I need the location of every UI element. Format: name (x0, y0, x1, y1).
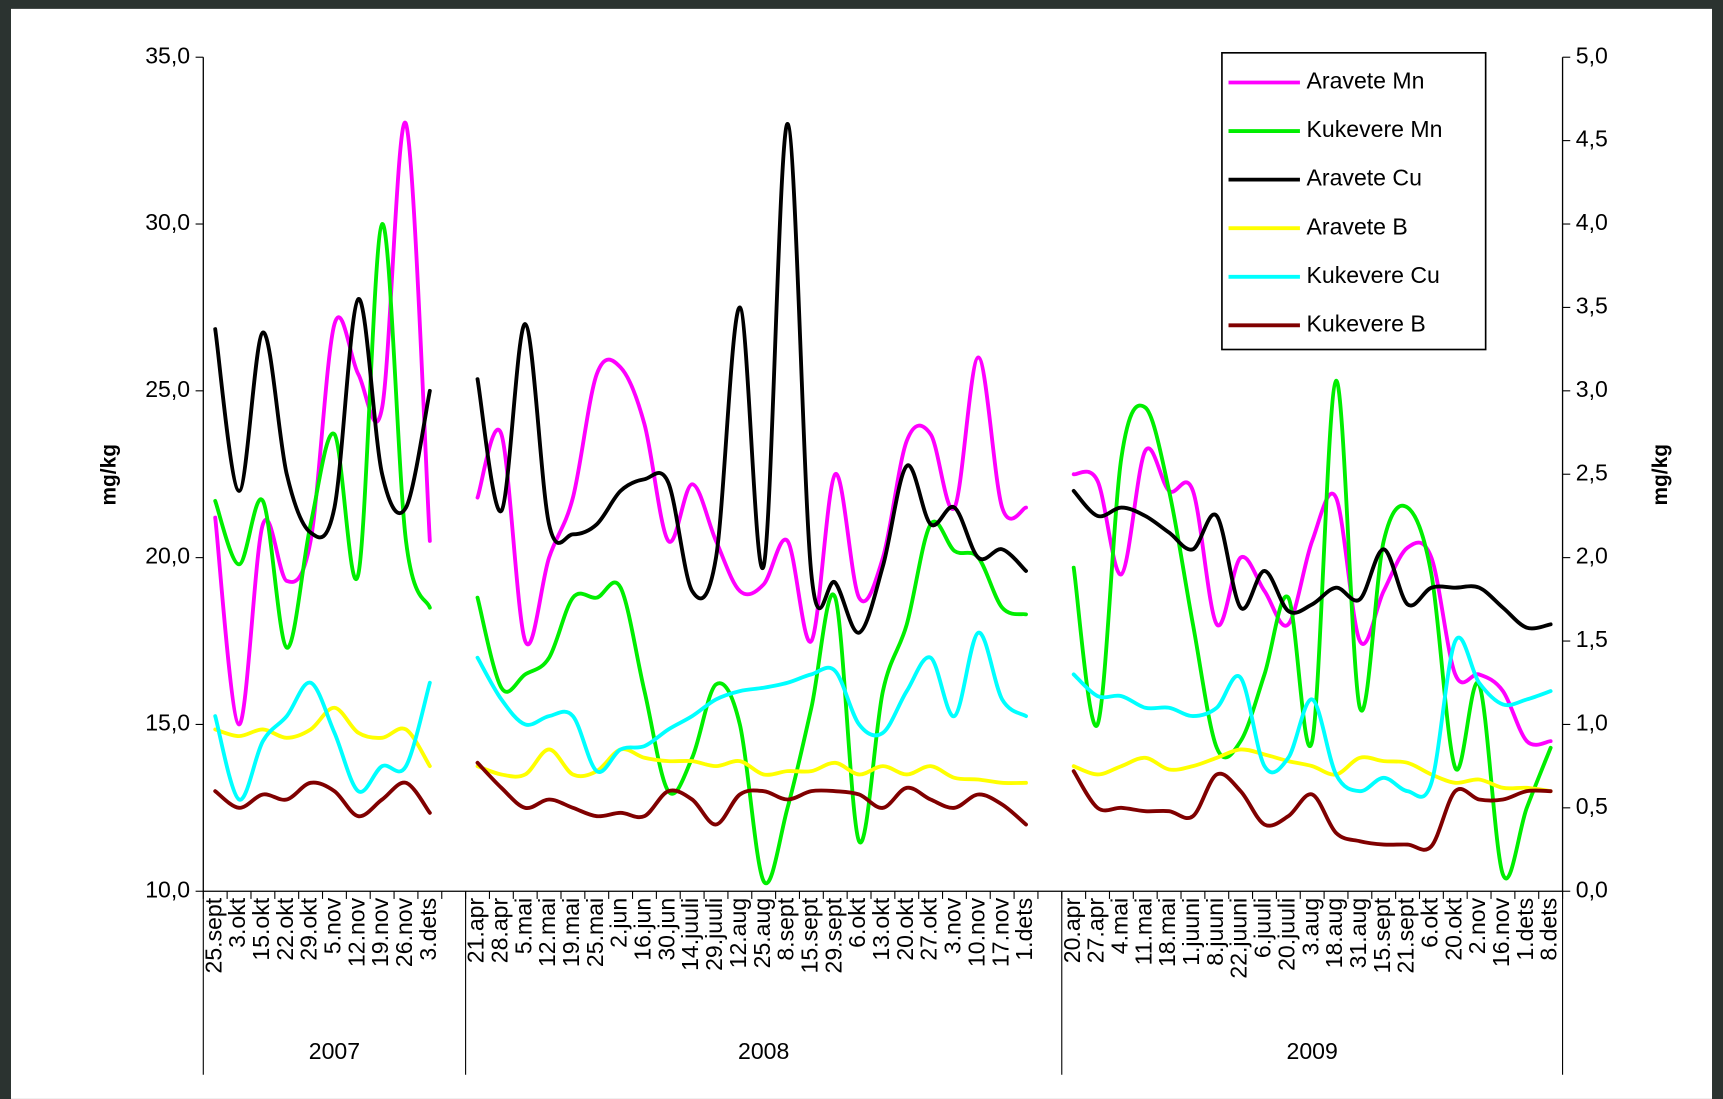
legend-label: Aravete Mn (1307, 68, 1425, 94)
y-tick-label: 10,0 (145, 876, 190, 902)
x-tick-label: 29.okt (296, 897, 322, 960)
x-tick-label: 20.okt (892, 897, 918, 960)
y2-tick-label: 2,5 (1576, 459, 1608, 485)
y-tick-label: 30,0 (145, 209, 190, 235)
x-tick-label: 21.sept (1393, 897, 1419, 973)
x-tick-label: 29.juuli (701, 898, 727, 971)
legend-label: Aravete Cu (1307, 165, 1422, 191)
y-tick-label: 35,0 (145, 42, 190, 68)
x-tick-label: 20.apr (1059, 898, 1085, 964)
x-tick-label: 30.jun (653, 898, 679, 961)
x-tick-label: 15.sept (1369, 897, 1395, 973)
x-tick-label: 1.juuni (1178, 898, 1204, 966)
x-tick-label: 20.juuli (1273, 898, 1299, 971)
x-tick-label: 5.nov (320, 897, 346, 954)
y-tick-label: 20,0 (145, 543, 190, 569)
legend-label: Kukevere Cu (1307, 262, 1440, 288)
x-tick-label: 1.dets (1512, 898, 1538, 961)
legend-label: Kukevere Mn (1307, 116, 1443, 142)
y2-axis-title: mg/kg (1649, 444, 1672, 505)
x-tick-label: 8.juuni (1202, 898, 1228, 966)
x-tick-label: 13.okt (868, 897, 894, 960)
x-tick-label: 3.dets (415, 898, 441, 961)
x-tick-label: 1.dets (1011, 898, 1037, 961)
x-tick-label: 25.mai (582, 898, 608, 967)
x-tick-label: 11.mai (1130, 898, 1156, 966)
y2-tick-label: 4,0 (1576, 209, 1608, 235)
page: {"chart_data": {"type": "line", "y_label… (0, 0, 1723, 1099)
y2-tick-label: 3,0 (1576, 376, 1608, 402)
x-tick-label: 22.okt (272, 897, 298, 960)
x-tick-label: 16.nov (1488, 897, 1514, 967)
x-tick-label: 29.sept (820, 897, 846, 973)
y2-tick-label: 0,5 (1576, 793, 1608, 819)
group-label: 2008 (738, 1038, 789, 1064)
x-tick-label: 8.sept (773, 897, 799, 960)
x-tick-label: 16.jun (630, 898, 656, 961)
y2-tick-label: 2,0 (1576, 543, 1608, 569)
x-tick-label: 3.okt (224, 897, 250, 948)
x-tick-label: 28.apr (486, 898, 512, 964)
x-tick-label: 18.mai (1154, 898, 1180, 967)
x-tick-label: 12.aug (725, 898, 751, 969)
x-tick-label: 4.mai (1106, 898, 1132, 954)
x-tick-label: 18.aug (1321, 898, 1347, 969)
x-tick-label: 3.aug (1297, 898, 1323, 956)
x-tick-label: 15.okt (248, 897, 274, 960)
y2-tick-label: 3,5 (1576, 293, 1608, 319)
x-tick-label: 17.nov (987, 897, 1013, 967)
x-tick-label: 31.aug (1345, 898, 1371, 969)
x-tick-label: 25.aug (749, 898, 775, 969)
x-tick-label: 12.nov (343, 897, 369, 967)
y2-tick-label: 1,0 (1576, 710, 1608, 736)
x-tick-label: 15.sept (796, 897, 822, 973)
x-tick-label: 19.nov (367, 897, 393, 967)
x-tick-label: 6.okt (844, 897, 870, 948)
legend-label: Kukevere B (1307, 310, 1426, 336)
group-label: 2007 (309, 1038, 360, 1064)
x-tick-label: 25.sept (200, 897, 226, 973)
y2-tick-label: 0,0 (1576, 876, 1608, 902)
x-tick-label: 19.mai (558, 898, 584, 967)
x-tick-label: 3.nov (940, 897, 966, 954)
x-tick-label: 27.apr (1083, 898, 1109, 964)
y2-tick-label: 4,5 (1576, 126, 1608, 152)
legend-label: Aravete B (1307, 213, 1408, 239)
x-tick-label: 6.okt (1417, 897, 1443, 948)
x-tick-label: 26.nov (391, 897, 417, 967)
y2-tick-label: 1,5 (1576, 626, 1608, 652)
x-tick-label: 2.jun (606, 898, 632, 948)
x-tick-label: 14.juuli (677, 898, 703, 971)
x-tick-label: 6.juuli (1250, 898, 1276, 958)
x-tick-label: 10.nov (963, 897, 989, 967)
x-tick-label: 2.nov (1464, 897, 1490, 954)
y-tick-label: 15,0 (145, 710, 190, 736)
legend-box (1222, 53, 1486, 350)
x-tick-label: 12.mai (534, 898, 560, 967)
x-tick-label: 20.okt (1440, 897, 1466, 960)
x-tick-label: 22.juuni (1226, 898, 1252, 979)
group-label: 2009 (1287, 1038, 1338, 1064)
y-axis-title: mg/kg (97, 444, 120, 505)
y-tick-label: 25,0 (145, 376, 190, 402)
x-tick-label: 21.apr (463, 898, 489, 964)
chart: mg/kg mg/kg 10,0 15,0 20,0 25,0 30,0 35,0 0,0 0… (0, 0, 1723, 1099)
x-tick-label: 8.dets (1536, 898, 1562, 961)
x-tick-label: 27.okt (916, 897, 942, 960)
y2-tick-label: 5,0 (1576, 42, 1608, 68)
x-tick-label: 5.mai (510, 898, 536, 954)
